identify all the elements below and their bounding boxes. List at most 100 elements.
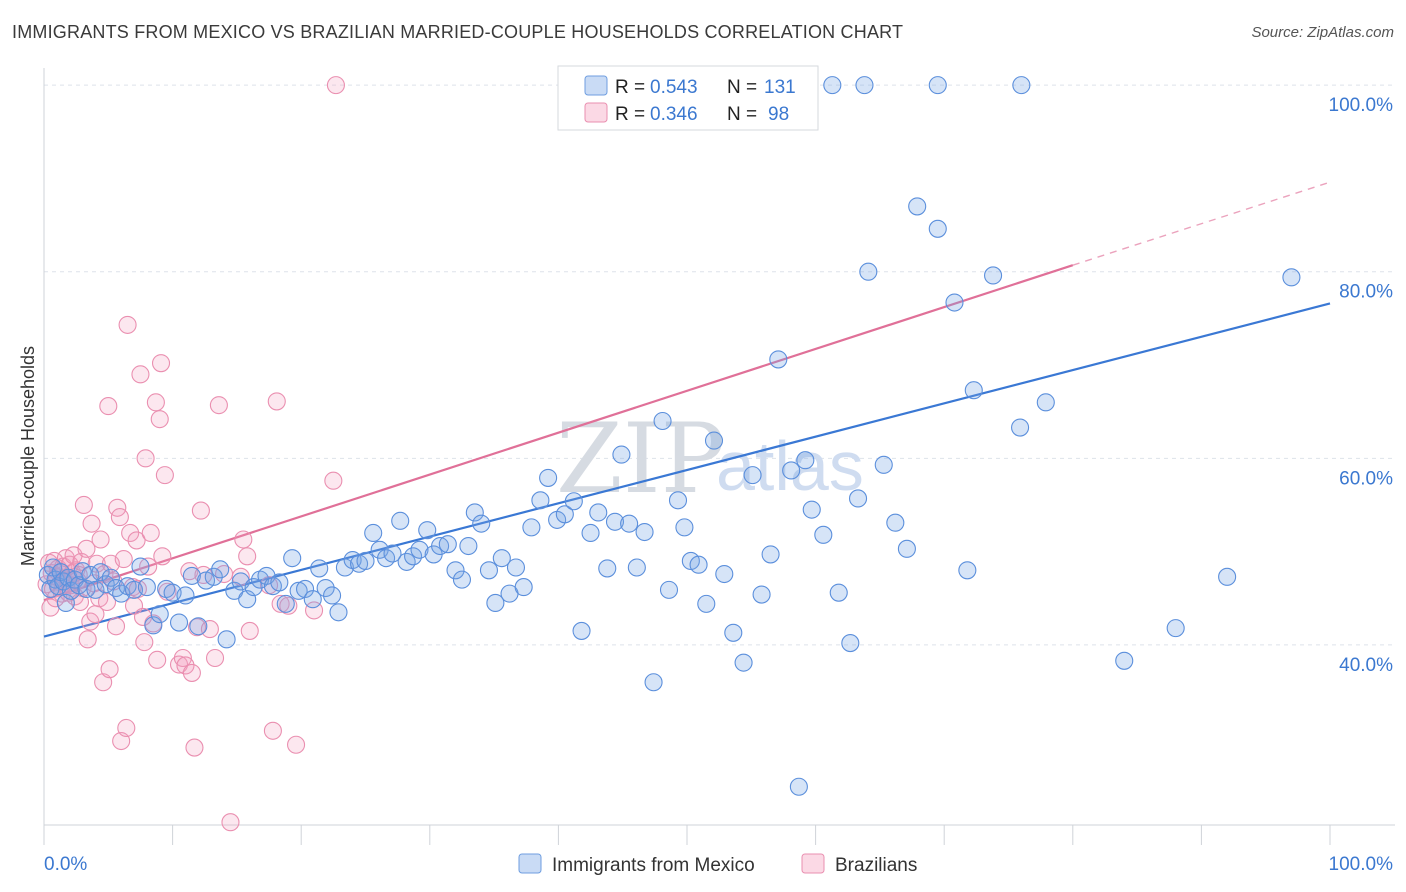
mexico-point-124 — [908, 197, 927, 216]
brazilians-point-97 — [326, 76, 345, 95]
mexico-point-23 — [131, 557, 150, 576]
mexico-point-103 — [697, 594, 716, 613]
mexico-point-16 — [91, 563, 110, 582]
mexico-point-77 — [492, 549, 511, 568]
chart-title: IMMIGRANTS FROM MEXICO VS BRAZILIAN MARR… — [12, 22, 904, 42]
chart-source: Source: ZipAtlas.com — [1251, 24, 1394, 41]
brazilians-point-49 — [114, 550, 133, 569]
brazilians-point-68 — [153, 547, 172, 566]
legend-frame — [557, 65, 819, 131]
brazilians-point-57 — [131, 365, 150, 384]
mexico-point-117 — [829, 583, 848, 602]
brazilians-point-84 — [221, 813, 240, 832]
mexico-point-113 — [789, 777, 808, 796]
mexico-point-19 — [106, 578, 126, 598]
mexico-point-120 — [859, 262, 878, 281]
brazilians-point-50 — [117, 718, 136, 738]
mexico-point-123 — [897, 539, 916, 558]
mexico-point-131 — [1036, 393, 1055, 412]
mexico-point-30 — [176, 586, 195, 605]
mexico-point-70 — [446, 561, 465, 580]
legend-n-label-brazilians: N = — [727, 104, 757, 125]
brazilians-point-81 — [205, 648, 225, 668]
mexico-point-110 — [761, 545, 780, 564]
brazilians-point-41 — [99, 397, 118, 416]
mexico-point-64 — [404, 547, 423, 566]
brazilians-point-67 — [151, 354, 171, 373]
y-axis-title: Married-couple Households — [18, 346, 38, 566]
legend-r-label-mexico: R = — [615, 77, 645, 98]
brazilians-point-64 — [146, 393, 165, 412]
mexico-point-76 — [486, 593, 505, 612]
mexico-point-121 — [874, 455, 893, 474]
mexico-point-87 — [572, 621, 591, 640]
mexico-point-54 — [335, 558, 354, 577]
mexico-point-36 — [217, 630, 236, 649]
trend-lines — [43, 181, 1331, 638]
mexico-point-46 — [283, 549, 302, 568]
mexico-point-31 — [182, 566, 201, 585]
mexico-point-61 — [383, 544, 402, 563]
mexico-point-74 — [472, 514, 491, 533]
watermark-atlas: atlas — [716, 427, 864, 505]
mexico-point-35 — [211, 560, 230, 579]
mexico-point-138 — [855, 76, 874, 95]
mexico-point-73 — [465, 503, 484, 522]
brazilians-point-96 — [324, 471, 343, 490]
mexico-point-105 — [715, 564, 734, 584]
legend-r-label-brazilians: R = — [615, 104, 645, 125]
bottom-legend-label-brazilians: Brazilians — [835, 855, 917, 876]
brazilians-point-29 — [77, 539, 96, 558]
legend: R = 0.543 N = 131 R = 0.346 N = 98 — [557, 65, 819, 131]
mexico-point-62 — [391, 511, 410, 530]
mexico-point-115 — [802, 500, 821, 519]
brazilians-point-60 — [136, 449, 155, 468]
trend-line-brazilians — [43, 264, 1074, 602]
mexico-point-118 — [841, 634, 860, 653]
brazilians-point-59 — [135, 633, 154, 652]
mexico-point-65 — [410, 540, 429, 559]
mexico-point-51 — [316, 578, 335, 598]
bottom-legend-label-mexico: Immigrants from Mexico — [552, 855, 755, 876]
mexico-point-104 — [704, 431, 724, 450]
brazilians-point-28 — [74, 495, 93, 515]
mexico-point-90 — [598, 559, 617, 578]
mexico-point-81 — [522, 518, 541, 537]
bottom-legend-swatch-brazilians — [801, 853, 825, 874]
mexico-point-7 — [56, 593, 75, 612]
brazilians-point-73 — [176, 656, 195, 675]
x-tick-label-0: 0.0% — [44, 854, 87, 875]
mexico-point-140 — [1012, 76, 1031, 95]
brazilians-point-35 — [87, 554, 106, 573]
mexico-point-60 — [377, 549, 396, 568]
mexico-point-109 — [752, 585, 771, 604]
legend-swatch-brazilians — [584, 102, 608, 123]
brazilians-point-90 — [263, 721, 282, 740]
brazilians-point-93 — [279, 596, 298, 615]
mexico-point-114 — [796, 451, 815, 470]
brazilians-point-87 — [238, 547, 257, 566]
brazilians-point-61 — [139, 557, 158, 576]
mexico-point-26 — [150, 605, 169, 624]
mexico-point-71 — [452, 570, 472, 589]
brazilians-point-92 — [271, 594, 290, 613]
mexico-point-129 — [984, 266, 1003, 285]
brazilians-point-75 — [182, 663, 201, 682]
mexico-point-40 — [244, 578, 263, 597]
legend-r-value-brazilians: 0.346 — [650, 104, 698, 125]
mexico-point-99 — [668, 491, 688, 510]
mexico-point-32 — [189, 617, 208, 636]
mexico-point-137 — [823, 76, 842, 95]
mexico-point-100 — [675, 518, 694, 537]
mexico-point-130 — [1011, 418, 1030, 437]
mexico-point-18 — [101, 568, 120, 587]
brazilians-point-32 — [82, 514, 101, 533]
legend-n-value-brazilians: 98 — [768, 104, 789, 125]
mexico-point-66 — [418, 521, 437, 540]
mexico-point-125 — [928, 219, 947, 238]
brazilians-point-78 — [191, 501, 210, 520]
mexico-point-58 — [364, 523, 383, 543]
brazilians-point-74 — [180, 562, 199, 581]
mexico-point-47 — [289, 581, 308, 600]
